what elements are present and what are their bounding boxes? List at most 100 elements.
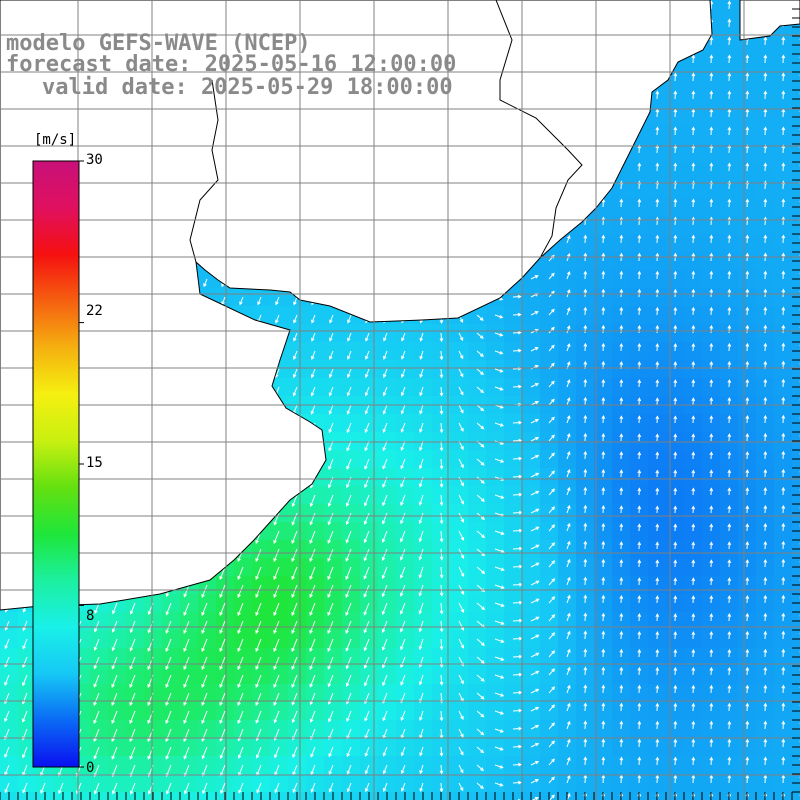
wind-cell xyxy=(774,468,793,487)
wind-arrow xyxy=(401,368,406,378)
wind-arrow-head xyxy=(418,538,423,543)
wind-arrow xyxy=(273,566,280,580)
wind-arrow xyxy=(292,494,298,507)
wind-cell xyxy=(540,756,559,775)
wind-cell xyxy=(558,432,577,451)
wind-cell xyxy=(612,414,631,433)
wind-arrow xyxy=(364,512,370,525)
wind-cell xyxy=(612,486,631,505)
wind-arrow-head xyxy=(327,539,331,544)
wind-arrow-head xyxy=(763,306,768,311)
wind-arrow-head xyxy=(637,198,642,203)
wind-arrow xyxy=(566,433,570,442)
wind-arrow-head xyxy=(709,451,714,456)
wind-cell xyxy=(594,612,613,631)
wind-arrow-head xyxy=(655,397,660,402)
wind-cell xyxy=(612,504,631,523)
wind-cell xyxy=(720,432,739,451)
wind-arrow-head xyxy=(763,468,768,473)
wind-cell xyxy=(702,450,721,469)
wind-arrow-head xyxy=(460,518,465,523)
wind-arrow xyxy=(309,584,316,598)
wind-arrow xyxy=(329,368,334,378)
wind-cell xyxy=(576,720,595,739)
wind-arrow-head xyxy=(781,558,786,563)
wind-arrow-head xyxy=(709,270,714,275)
wind-cell xyxy=(576,342,595,361)
wind-arrow xyxy=(440,422,443,433)
wind-arrow-head xyxy=(481,516,485,520)
wind-cell xyxy=(558,594,577,613)
wind-arrow-head xyxy=(500,567,505,572)
wind-cell xyxy=(648,540,667,559)
wind-arrow-head xyxy=(567,540,571,545)
wind-arrow-head xyxy=(309,558,313,563)
wind-arrow-head xyxy=(499,387,504,391)
wind-arrow xyxy=(548,255,555,262)
wind-arrow xyxy=(400,566,406,578)
wind-arrow xyxy=(494,314,503,318)
wind-cell xyxy=(612,324,631,343)
wind-arrow-head xyxy=(566,379,571,384)
wind-cell xyxy=(774,378,793,397)
wind-arrow-head xyxy=(345,502,350,507)
wind-cell xyxy=(720,630,739,649)
wind-cell xyxy=(756,54,775,73)
wind-arrow-head xyxy=(534,275,539,279)
wind-cell xyxy=(684,162,703,181)
wind-cell xyxy=(684,486,703,505)
wind-arrow xyxy=(458,530,464,541)
wind-arrow-head xyxy=(691,216,696,221)
wind-arrow-head xyxy=(745,216,750,221)
wind-arrow-head xyxy=(419,410,423,415)
wind-cell xyxy=(756,306,775,325)
wind-cell xyxy=(648,558,667,577)
wind-cell xyxy=(684,594,703,613)
wind-cell xyxy=(774,612,793,631)
wind-arrow xyxy=(440,332,443,342)
wind-arrow-head xyxy=(418,556,423,561)
wind-cell xyxy=(720,684,739,703)
wind-arrow-head xyxy=(673,306,678,311)
wind-arrow xyxy=(365,368,370,378)
wind-arrow xyxy=(364,458,370,469)
wind-arrow-head xyxy=(745,396,750,401)
wind-arrow-head xyxy=(673,469,678,474)
wind-arrow-head xyxy=(583,504,588,509)
wind-arrow xyxy=(458,476,464,486)
wind-arrow-head xyxy=(535,526,540,531)
wind-cell xyxy=(540,378,559,397)
wind-cell xyxy=(648,288,667,307)
wind-arrow-head xyxy=(381,557,386,562)
wind-cell xyxy=(630,648,649,667)
wind-arrow-head xyxy=(655,324,660,329)
wind-cell xyxy=(558,630,577,649)
wind-arrow xyxy=(548,417,555,424)
wind-cell xyxy=(738,522,757,541)
wind-arrow xyxy=(566,235,570,244)
wind-arrow-head xyxy=(691,306,696,311)
wind-cell xyxy=(540,486,559,505)
wind-cell xyxy=(630,342,649,361)
wind-arrow-head xyxy=(310,374,315,379)
wind-cell xyxy=(684,306,703,325)
wind-cell xyxy=(702,72,721,91)
wind-arrow-head xyxy=(346,465,350,470)
wind-arrow xyxy=(494,350,503,355)
wind-arrow-head xyxy=(745,433,750,438)
wind-cell xyxy=(684,558,703,577)
wind-arrow-head xyxy=(781,486,786,491)
wind-arrow-head xyxy=(551,524,556,529)
wind-cell xyxy=(630,414,649,433)
wind-arrow-head xyxy=(727,234,732,239)
wind-arrow xyxy=(458,458,464,468)
wind-cell xyxy=(720,342,739,361)
wind-cell xyxy=(612,558,631,577)
wind-cell xyxy=(774,144,793,163)
wind-arrow xyxy=(310,494,316,507)
wind-cell xyxy=(612,684,631,703)
wind-arrow-head xyxy=(637,451,642,456)
wind-arrow xyxy=(383,404,388,414)
wind-cell xyxy=(774,216,793,235)
wind-arrow-head xyxy=(691,90,696,95)
